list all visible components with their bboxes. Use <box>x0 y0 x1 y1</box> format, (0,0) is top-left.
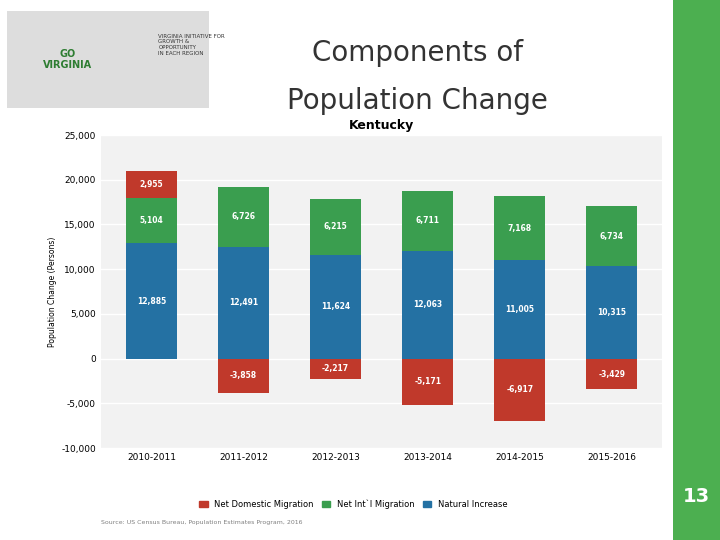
Text: -3,858: -3,858 <box>230 372 257 381</box>
Bar <box>218 247 269 359</box>
Text: 6,711: 6,711 <box>415 216 440 225</box>
Text: 6,734: 6,734 <box>600 232 624 241</box>
Text: Population Change: Population Change <box>287 87 548 115</box>
Text: -3,429: -3,429 <box>598 369 625 379</box>
Title: Kentucky: Kentucky <box>349 119 414 132</box>
Bar <box>126 171 176 198</box>
Bar <box>218 359 269 393</box>
Text: 5,104: 5,104 <box>140 216 163 225</box>
Text: 12,491: 12,491 <box>229 298 258 307</box>
Bar <box>126 244 176 359</box>
Bar <box>126 198 176 244</box>
Text: -5,171: -5,171 <box>414 377 441 386</box>
Bar <box>218 187 269 247</box>
Text: 10,315: 10,315 <box>598 308 626 317</box>
Text: 11,005: 11,005 <box>505 305 534 314</box>
Bar <box>495 260 545 359</box>
Text: GO
VIRGINIA: GO VIRGINIA <box>43 49 92 70</box>
Bar <box>310 255 361 359</box>
Text: 6,726: 6,726 <box>232 212 256 221</box>
Text: 11,624: 11,624 <box>321 302 350 311</box>
Text: VIRGINIA INITIATIVE FOR
GROWTH &
OPPORTUNITY
IN EACH REGION: VIRGINIA INITIATIVE FOR GROWTH & OPPORTU… <box>158 33 225 56</box>
Bar <box>310 359 361 379</box>
Bar <box>402 359 453 405</box>
Bar <box>587 359 637 389</box>
Text: 12,885: 12,885 <box>137 296 166 306</box>
Text: -2,217: -2,217 <box>322 364 349 373</box>
Bar <box>495 359 545 421</box>
Text: 13: 13 <box>683 487 710 507</box>
Text: -6,917: -6,917 <box>506 385 534 394</box>
Text: Source: US Census Bureau, Population Estimates Program, 2016: Source: US Census Bureau, Population Est… <box>101 520 302 525</box>
Bar <box>402 251 453 359</box>
Bar <box>587 266 637 359</box>
Text: 7,168: 7,168 <box>508 224 532 233</box>
Text: 6,215: 6,215 <box>324 222 348 231</box>
Bar <box>587 206 637 266</box>
Text: 12,063: 12,063 <box>413 300 442 309</box>
Y-axis label: Population Change (Persons): Population Change (Persons) <box>48 237 57 347</box>
Legend: Net Domestic Migration, Net Int`l Migration, Natural Increase: Net Domestic Migration, Net Int`l Migrat… <box>196 496 511 512</box>
Bar <box>402 191 453 251</box>
Bar <box>310 199 361 255</box>
Bar <box>495 196 545 260</box>
Text: 2,955: 2,955 <box>140 180 163 189</box>
Text: Components of: Components of <box>312 39 523 68</box>
